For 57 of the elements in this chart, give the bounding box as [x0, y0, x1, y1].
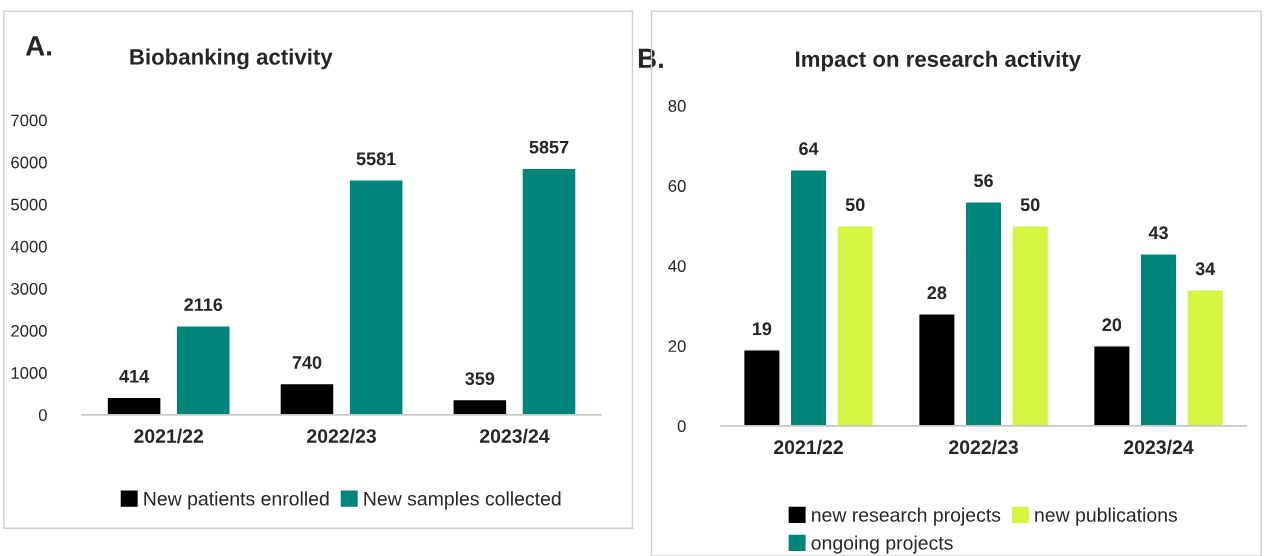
y-tick-label: 40 — [668, 260, 686, 272]
data-label: 19 — [752, 322, 772, 336]
x-tick-label: 2023/24 — [1124, 439, 1194, 455]
y-tick-label: 7000 — [11, 114, 47, 127]
bar — [1092, 345, 1131, 426]
chart-title: Impact on research activity — [796, 50, 1081, 72]
data-label: 43 — [1148, 226, 1168, 240]
bar — [1011, 225, 1050, 426]
bar — [1186, 289, 1225, 426]
data-label: 5857 — [529, 140, 569, 154]
bar — [452, 398, 508, 415]
chart-title: Biobanking activity — [130, 48, 333, 70]
bar — [521, 167, 577, 415]
data-label: 50 — [845, 198, 865, 212]
data-label: 740 — [292, 356, 322, 369]
x-tick-label: 2022/23 — [307, 428, 376, 444]
y-tick-label: 60 — [668, 180, 686, 192]
x-tick-label: 2021/22 — [774, 439, 843, 455]
bar — [742, 349, 781, 426]
y-tick-label: 6000 — [11, 156, 47, 169]
bar — [1139, 253, 1178, 426]
legend-label: New patients enrolled — [144, 491, 329, 510]
data-label: 359 — [465, 372, 495, 386]
legend-label: New samples collected — [364, 491, 561, 510]
y-tick-label: 20 — [668, 340, 686, 353]
bar — [279, 382, 335, 415]
legend-label: ongoing projects — [811, 535, 953, 554]
y-tick-label: 5000 — [11, 198, 47, 211]
data-label: 28 — [927, 286, 947, 300]
data-label: 414 — [119, 370, 150, 383]
data-label: 5581 — [356, 152, 396, 166]
bar — [917, 313, 956, 426]
data-label: 34 — [1195, 262, 1216, 276]
y-tick-label: 80 — [668, 100, 686, 112]
bar — [789, 168, 828, 426]
x-tick-label: 2022/23 — [949, 439, 1018, 455]
bar — [348, 179, 404, 415]
data-label: 2116 — [184, 298, 223, 312]
data-label: 50 — [1020, 198, 1040, 212]
x-tick-label: 2021/22 — [134, 428, 204, 444]
y-tick-label: 1000 — [11, 367, 47, 379]
y-tick-label: 0 — [677, 420, 686, 433]
y-tick-label: 0 — [38, 409, 47, 421]
bar — [106, 396, 162, 415]
legend-label: new research projects — [812, 507, 1001, 526]
bar — [175, 325, 231, 415]
y-tick-label: 3000 — [11, 282, 47, 295]
bar — [836, 225, 875, 426]
data-label: 20 — [1102, 318, 1122, 332]
y-tick-label: 2000 — [11, 324, 47, 337]
data-label: 56 — [974, 174, 993, 188]
bar — [964, 201, 1003, 426]
text: A. — [25, 36, 52, 56]
data-label: 64 — [799, 142, 819, 156]
y-tick-label: 4000 — [10, 240, 47, 253]
legend-label: new publications — [1035, 507, 1178, 526]
x-tick-label: 2023/24 — [479, 428, 550, 444]
